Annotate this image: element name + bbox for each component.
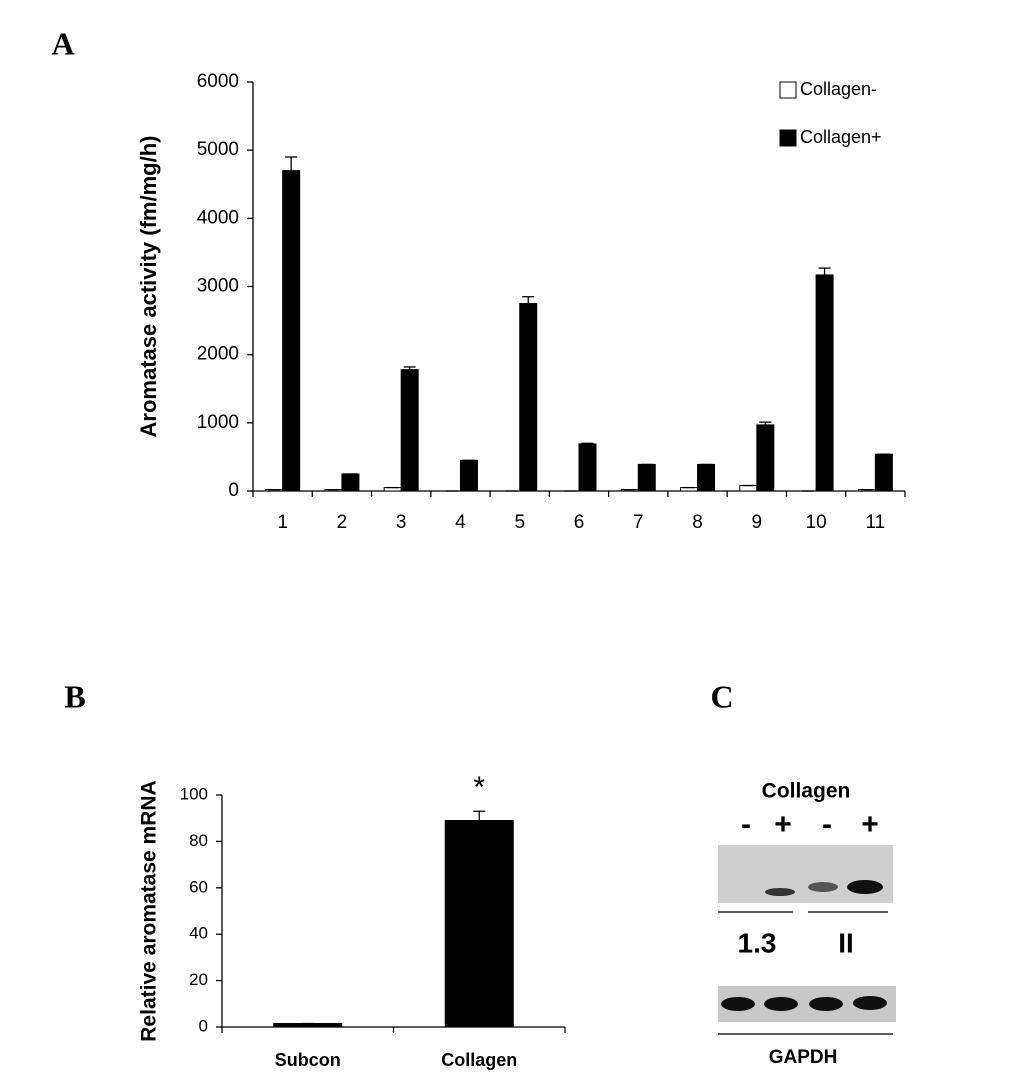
- lane-label: -: [822, 808, 832, 841]
- bar: [874, 453, 893, 492]
- error-bar: [403, 366, 416, 370]
- error-bar: [522, 296, 535, 304]
- y-axis-label: Aromatase activity (fm/mg/h): [136, 136, 161, 438]
- bar: [400, 369, 419, 492]
- x-tick-label: 5: [514, 512, 525, 533]
- y-tick-label: 80: [189, 831, 208, 850]
- legend-label: Collagen+: [800, 127, 882, 147]
- y-tick-label: 20: [189, 970, 208, 989]
- lane-label: +: [861, 808, 879, 841]
- y-tick-label: 0: [199, 1016, 208, 1035]
- lane-label: +: [774, 808, 792, 841]
- x-tick-label: 8: [692, 512, 703, 533]
- gel-band: [721, 997, 755, 1011]
- bar: [739, 485, 758, 492]
- y-tick-label: 60: [189, 877, 208, 896]
- loading-control-label: GAPDH: [769, 1047, 838, 1068]
- legend-label: Collagen-: [800, 79, 877, 99]
- y-tick-label: 5000: [197, 139, 239, 160]
- x-tick-label: 9: [752, 512, 763, 533]
- y-tick-label: 40: [189, 924, 208, 943]
- gel-band: [764, 997, 798, 1011]
- group-label: 1.3: [738, 927, 777, 958]
- y-tick-label: 1000: [197, 412, 239, 433]
- bar: [459, 459, 478, 492]
- bar: [815, 274, 834, 492]
- y-tick-label: 100: [180, 784, 208, 803]
- error-bar: [285, 156, 298, 171]
- x-tick-label: 6: [574, 512, 585, 533]
- gel-band: [765, 888, 795, 896]
- x-tick-label: Subcon: [275, 1050, 341, 1070]
- legend-swatch: [779, 129, 797, 147]
- bar: [282, 170, 301, 492]
- error-bar: [473, 810, 486, 821]
- bar: [637, 463, 656, 492]
- bar: [756, 424, 775, 492]
- bar: [697, 463, 716, 492]
- x-tick-label: 4: [455, 512, 466, 533]
- x-tick-label: 7: [633, 512, 644, 533]
- y-tick-label: 6000: [197, 71, 239, 92]
- gel-panel: Collagen - + - + 1.3 II GAPDH: [718, 780, 896, 1068]
- group-label: II: [838, 927, 854, 958]
- gel-band: [808, 882, 838, 892]
- x-tick-label: 3: [396, 512, 407, 533]
- x-tick-label: 2: [337, 512, 348, 533]
- legend-swatch: [779, 81, 797, 99]
- bar: [519, 303, 538, 492]
- error-bar: [818, 267, 831, 275]
- gel-band: [853, 996, 887, 1010]
- panel-label: B: [64, 678, 85, 714]
- gel-band: [809, 997, 843, 1011]
- x-tick-label: 1: [277, 512, 288, 533]
- x-tick-label: 10: [806, 512, 827, 533]
- error-bar: [759, 421, 772, 425]
- bar: [341, 473, 360, 492]
- gel-label: Collagen: [762, 780, 851, 803]
- annotation: *: [473, 771, 485, 804]
- error-bar: [581, 442, 594, 444]
- gel-band: [847, 880, 883, 894]
- x-tick-label: Collagen: [441, 1050, 517, 1070]
- bar: [578, 443, 597, 492]
- gel-image: [718, 845, 893, 903]
- panel-label: A: [51, 25, 74, 61]
- lane-label: -: [741, 808, 751, 841]
- panel-label: C: [710, 678, 733, 714]
- x-tick-label: 11: [865, 512, 885, 533]
- y-axis-label: Relative aromatase mRNA: [138, 780, 161, 1041]
- bar: [444, 820, 514, 1028]
- y-tick-label: 0: [228, 480, 239, 501]
- y-tick-label: 2000: [197, 344, 239, 365]
- y-tick-label: 4000: [197, 207, 239, 228]
- y-tick-label: 3000: [197, 276, 239, 297]
